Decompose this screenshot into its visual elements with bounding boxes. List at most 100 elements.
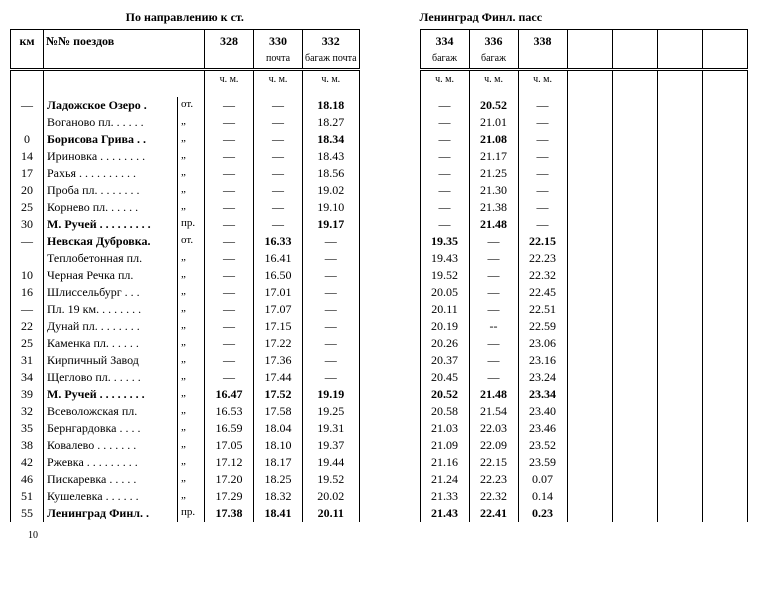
table-row: —Пл. 19 км. . . . . . . .„—17.07— bbox=[11, 301, 360, 318]
cell bbox=[702, 318, 747, 335]
cell: 31 bbox=[11, 352, 44, 369]
cell: 21.30 bbox=[469, 182, 518, 199]
cell bbox=[702, 488, 747, 505]
cell bbox=[657, 386, 702, 403]
cell: — bbox=[518, 148, 567, 165]
table-row: 34Щеглово пл. . . . . .„—17.44— bbox=[11, 369, 360, 386]
cell bbox=[567, 301, 612, 318]
table-row: 21.4322.410.23 bbox=[420, 505, 747, 522]
cell: 0.14 bbox=[518, 488, 567, 505]
page-number: 10 bbox=[10, 530, 770, 541]
cell bbox=[702, 199, 747, 216]
cell: — bbox=[205, 301, 254, 318]
cell: — bbox=[518, 97, 567, 114]
cell: 22.32 bbox=[469, 488, 518, 505]
cell: 17.01 bbox=[254, 284, 303, 301]
cell: „ bbox=[178, 114, 205, 131]
cell: — bbox=[205, 165, 254, 182]
col-334-sub: багаж bbox=[420, 53, 469, 69]
cell: 18.34 bbox=[303, 131, 360, 148]
cell bbox=[612, 437, 657, 454]
cell: — bbox=[420, 97, 469, 114]
cell bbox=[567, 420, 612, 437]
cell: „ bbox=[178, 488, 205, 505]
cell: „ bbox=[178, 403, 205, 420]
cell: — bbox=[205, 182, 254, 199]
table-row: 32Всеволожская пл.„16.5317.5819.25 bbox=[11, 403, 360, 420]
cell: 20.52 bbox=[469, 97, 518, 114]
cell bbox=[657, 233, 702, 250]
table-row: 20Проба пл. . . . . . . .„——19.02 bbox=[11, 182, 360, 199]
cell bbox=[567, 148, 612, 165]
cell bbox=[657, 131, 702, 148]
cell bbox=[702, 97, 747, 114]
table-row: 20.5221.4823.34 bbox=[420, 386, 747, 403]
col-empty-2 bbox=[612, 30, 657, 70]
cell bbox=[702, 114, 747, 131]
cell bbox=[657, 165, 702, 182]
cell bbox=[567, 488, 612, 505]
cell bbox=[567, 505, 612, 522]
table-row: 46Пискаревка . . . . .„17.2018.2519.52 bbox=[11, 471, 360, 488]
cell: 22.15 bbox=[518, 233, 567, 250]
schedule-table-right: 334 336 338 багаж багаж ч. м. ч. м. ч. м… bbox=[420, 29, 748, 522]
cell bbox=[567, 267, 612, 284]
cell bbox=[567, 250, 612, 267]
cell bbox=[612, 114, 657, 131]
cell: 20.58 bbox=[420, 403, 469, 420]
cell: 19.02 bbox=[303, 182, 360, 199]
cell bbox=[567, 97, 612, 114]
cell bbox=[612, 233, 657, 250]
cell bbox=[567, 437, 612, 454]
cell bbox=[567, 216, 612, 233]
cell: — bbox=[303, 301, 360, 318]
cell: 22.41 bbox=[469, 505, 518, 522]
cell: 22.51 bbox=[518, 301, 567, 318]
cell: 30 bbox=[11, 216, 44, 233]
cell: — bbox=[518, 216, 567, 233]
cell: — bbox=[469, 335, 518, 352]
right-table: Ленинград Финл. пасс 334 336 338 багаж б… bbox=[420, 10, 748, 522]
cell: 20 bbox=[11, 182, 44, 199]
cell: 18.04 bbox=[254, 420, 303, 437]
cell bbox=[657, 284, 702, 301]
cell: 55 bbox=[11, 505, 44, 522]
cell: Невская Дубровка. bbox=[44, 233, 178, 250]
cell bbox=[567, 318, 612, 335]
cell bbox=[567, 335, 612, 352]
cell bbox=[567, 165, 612, 182]
table-row: Воганово пл. . . . . .„——18.27 bbox=[11, 114, 360, 131]
cell: 16.59 bbox=[205, 420, 254, 437]
table-row: —21.17— bbox=[420, 148, 747, 165]
cell: 16.47 bbox=[205, 386, 254, 403]
cell: 23.46 bbox=[518, 420, 567, 437]
cell: 10 bbox=[11, 267, 44, 284]
col-332: 332 bbox=[303, 30, 360, 54]
cell bbox=[612, 369, 657, 386]
cell: — bbox=[518, 114, 567, 131]
cell: 18.41 bbox=[254, 505, 303, 522]
cell: „ bbox=[178, 386, 205, 403]
cell: 21.16 bbox=[420, 454, 469, 471]
cell: Пискаревка . . . . . bbox=[44, 471, 178, 488]
cell: — bbox=[205, 335, 254, 352]
cell: — bbox=[205, 131, 254, 148]
cell: „ bbox=[178, 471, 205, 488]
cell: 17.52 bbox=[254, 386, 303, 403]
cell: 20.52 bbox=[420, 386, 469, 403]
cell: — bbox=[469, 352, 518, 369]
cell: 34 bbox=[11, 369, 44, 386]
table-row: 20.11—22.51 bbox=[420, 301, 747, 318]
col-empty-1 bbox=[567, 30, 612, 70]
cell: 35 bbox=[11, 420, 44, 437]
col-330: 330 bbox=[254, 30, 303, 54]
cell: 19.52 bbox=[303, 471, 360, 488]
cell: 17.07 bbox=[254, 301, 303, 318]
cell bbox=[657, 505, 702, 522]
cell: Ржевка . . . . . . . . . bbox=[44, 454, 178, 471]
table-row: 25Каменка пл. . . . . .„—17.22— bbox=[11, 335, 360, 352]
cell bbox=[612, 131, 657, 148]
cell: „ bbox=[178, 165, 205, 182]
cell: 21.54 bbox=[469, 403, 518, 420]
cell: — bbox=[205, 114, 254, 131]
